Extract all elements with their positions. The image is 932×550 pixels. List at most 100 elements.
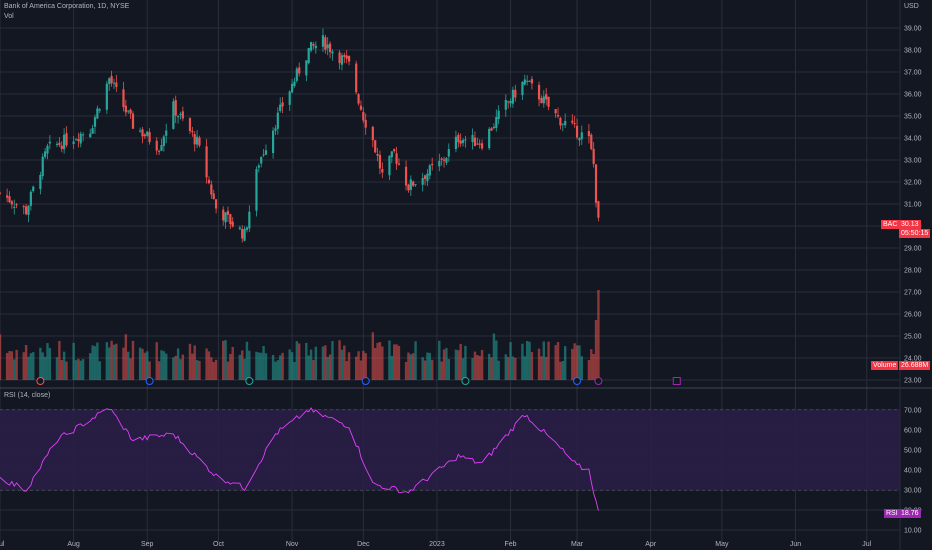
candle-body (65, 133, 68, 146)
candle-body (222, 209, 225, 221)
candle-body (108, 78, 111, 85)
volume-bar (172, 357, 175, 380)
candle-body (490, 128, 493, 131)
candle-body (214, 199, 218, 209)
candle-body (492, 126, 496, 129)
candle-body (181, 111, 184, 119)
candle-body (281, 102, 284, 107)
volume-bar (155, 342, 158, 380)
volume-bar (373, 347, 377, 380)
candle-body (271, 130, 275, 154)
candle-body (397, 163, 401, 165)
candle-body (122, 89, 125, 108)
candle-body (124, 105, 127, 113)
volume-bar (559, 361, 562, 380)
event-marker-icon[interactable] (461, 377, 470, 385)
volume-bar (590, 349, 593, 380)
candle-body (131, 113, 135, 129)
volume-bar (347, 352, 351, 380)
price-tick-label: 26.00 (904, 312, 922, 319)
volume-bar (359, 360, 363, 380)
event-marker-icon[interactable] (36, 377, 45, 385)
volume-bar (594, 320, 598, 380)
volume-bar (307, 355, 310, 380)
event-marker-icon[interactable] (361, 377, 370, 385)
candlesticks (0, 28, 600, 243)
volume-indicator-label: Vol (4, 13, 14, 20)
volume-bars (0, 290, 600, 380)
candle-body (514, 89, 517, 98)
candle-body (345, 55, 348, 59)
volume-bar (521, 343, 524, 380)
candle-body (376, 154, 379, 156)
candle-body (526, 80, 529, 82)
price-tick-label: 33.00 (904, 158, 922, 165)
candle-body (10, 201, 13, 205)
candle-body (554, 109, 557, 114)
volume-bar (127, 351, 130, 380)
rsi-tick-label: 60.00 (904, 428, 922, 435)
time-tick-label: Dec (357, 541, 370, 548)
candle-body (79, 133, 82, 144)
volume-bar (74, 360, 78, 380)
candle-body (229, 214, 232, 225)
candle-body (243, 228, 246, 241)
candle-body (454, 136, 458, 150)
event-markers[interactable] (36, 377, 681, 385)
volume-bar (231, 347, 234, 380)
rsi-label-tag: RSI (884, 509, 900, 518)
candle-body (511, 89, 515, 104)
volume-bar (430, 359, 434, 380)
volume-bar (321, 346, 325, 380)
volume-bar (457, 350, 460, 380)
volume-bar (343, 345, 346, 380)
volume-bar (96, 342, 99, 380)
rsi-series-line (0, 407, 599, 511)
volume-bar (381, 346, 384, 380)
candle-body (497, 110, 500, 120)
volume-bar (32, 352, 35, 380)
candle-body (523, 79, 526, 85)
price-countdown-tag: 05:50:15 (899, 229, 931, 238)
volume-bar (65, 361, 68, 380)
candle-body (264, 150, 268, 155)
candle-body (359, 105, 363, 110)
price-tick-label: 27.00 (904, 290, 922, 297)
event-marker-icon[interactable] (145, 377, 154, 385)
volume-bar (378, 342, 382, 380)
candle-body (578, 138, 581, 141)
candle-body (48, 141, 51, 144)
candle-body (580, 132, 583, 140)
rsi-tick-label: 40.00 (904, 468, 922, 475)
volume-bar (0, 334, 2, 380)
price-tick-label: 37.00 (904, 70, 922, 77)
volume-bar (514, 357, 517, 380)
volume-bar (414, 341, 417, 380)
event-marker-icon[interactable] (245, 377, 254, 385)
candle-body (255, 169, 258, 211)
volume-bar (212, 361, 215, 380)
symbol-title: Bank of America Corporation, 1D, NYSE (4, 3, 130, 10)
volume-bar (542, 341, 545, 380)
volume-bar (89, 353, 92, 380)
time-tick-label: Nov (286, 541, 299, 548)
candle-body (412, 181, 415, 186)
time-tick-label: Aug (67, 541, 80, 548)
event-marker-icon[interactable] (573, 377, 582, 385)
candle-body (547, 96, 550, 107)
earnings-marker-icon[interactable] (672, 377, 681, 385)
rsi-tick-label: 10.00 (904, 528, 922, 535)
candle-body (571, 120, 574, 123)
volume-bar (93, 346, 97, 380)
volume-bar (138, 347, 142, 380)
volume-bar (248, 350, 251, 380)
price-tick-label: 36.00 (904, 92, 922, 99)
time-tick-label: Jul (862, 541, 871, 548)
candle-body (143, 134, 146, 137)
candle-body (556, 114, 560, 117)
volume-bar (279, 355, 282, 380)
candle-body (592, 148, 595, 164)
event-marker-icon[interactable] (594, 377, 603, 385)
volume-bar (8, 351, 11, 380)
